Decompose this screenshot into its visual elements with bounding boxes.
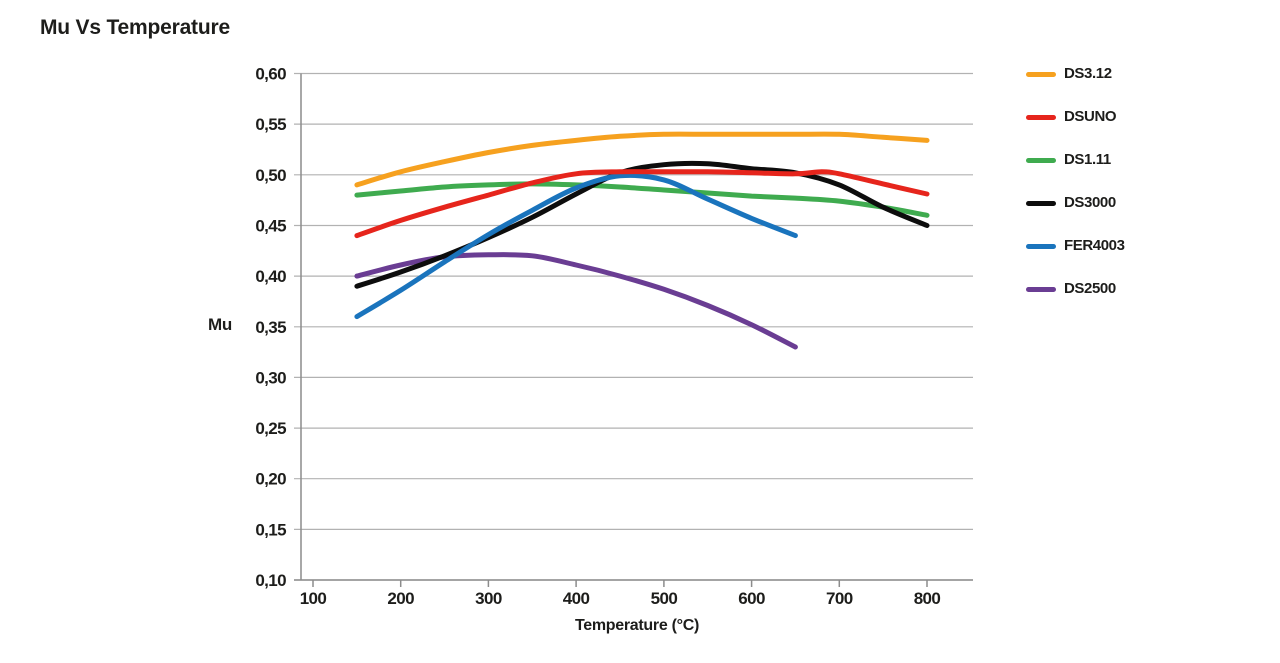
- legend-item-DS3000: DS3000: [1026, 194, 1125, 212]
- y-tick-label-0,40: 0,40: [255, 267, 286, 286]
- y-tick-label-0,30: 0,30: [255, 368, 286, 387]
- legend-item-DS3.12: DS3.12: [1026, 65, 1125, 83]
- series-line-FER4003: [354, 172, 798, 320]
- x-tick-label-400: 400: [563, 589, 590, 608]
- legend-label-DS1.11: DS1.11: [1064, 151, 1111, 168]
- x-tick-label-600: 600: [738, 589, 765, 608]
- series-line-DS3000: [354, 160, 930, 289]
- legend-swatch-DSUNO: [1026, 114, 1056, 120]
- legend-swatch-DS3.12: [1026, 71, 1056, 77]
- y-tick-label-0,10: 0,10: [255, 571, 286, 590]
- x-tick-label-300: 300: [475, 589, 502, 608]
- series-line-DSUNO: [354, 169, 930, 239]
- y-tick-label-0,45: 0,45: [255, 217, 286, 236]
- legend-label-DS3000: DS3000: [1064, 194, 1116, 211]
- legend-item-FER4003: FER4003: [1026, 237, 1125, 255]
- series-line-DS2500: [354, 252, 798, 350]
- y-tick-label-0,20: 0,20: [255, 470, 286, 489]
- legend: DS3.12 DSUNO DS1.11 DS3000 FER4003 DS2500: [1026, 65, 1125, 298]
- y-tick-label-0,60: 0,60: [255, 65, 286, 84]
- y-tick-label-0,25: 0,25: [255, 419, 286, 438]
- y-tick-label-0,50: 0,50: [255, 166, 286, 185]
- y-tick-label-0,15: 0,15: [255, 520, 286, 539]
- legend-swatch-DS1.11: [1026, 157, 1056, 163]
- legend-label-DS2500: DS2500: [1064, 280, 1116, 297]
- x-tick-label-700: 700: [826, 589, 853, 608]
- legend-label-FER4003: FER4003: [1064, 237, 1125, 254]
- legend-item-DS2500: DS2500: [1026, 280, 1125, 298]
- series-line-DS3.12: [354, 131, 930, 188]
- legend-label-DS3.12: DS3.12: [1064, 65, 1112, 82]
- series-line-DS1.11: [354, 181, 930, 218]
- legend-item-DSUNO: DSUNO: [1026, 108, 1125, 126]
- legend-swatch-DS2500: [1026, 286, 1056, 292]
- x-tick-label-800: 800: [914, 589, 941, 608]
- y-axis-label: Mu: [208, 315, 232, 334]
- x-axis-label: Temperature (°C): [575, 617, 699, 634]
- x-tick-label-100: 100: [300, 589, 327, 608]
- legend-swatch-FER4003: [1026, 243, 1056, 249]
- legend-item-DS1.11: DS1.11: [1026, 151, 1125, 169]
- y-tick-label-0,35: 0,35: [255, 318, 286, 337]
- legend-label-DSUNO: DSUNO: [1064, 108, 1117, 125]
- x-tick-label-500: 500: [651, 589, 678, 608]
- y-tick-label-0,55: 0,55: [255, 115, 286, 134]
- legend-swatch-DS3000: [1026, 200, 1056, 206]
- chart-title: Mu Vs Temperature: [40, 16, 230, 39]
- x-tick-label-200: 200: [387, 589, 414, 608]
